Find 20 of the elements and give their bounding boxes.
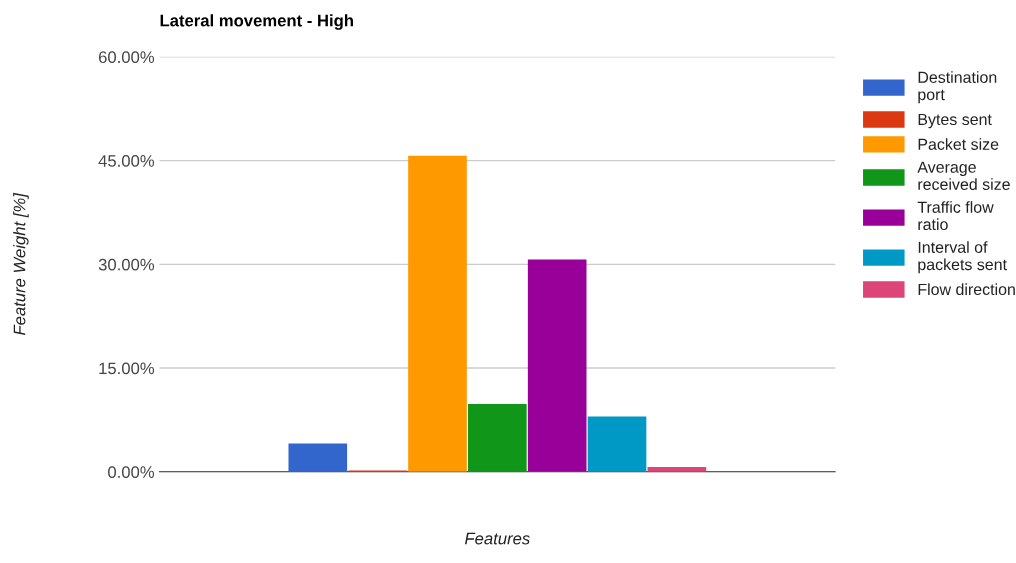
legend-label: Bytes sent [918,113,992,129]
y-tick-label: 0.00% [108,466,155,478]
y-tick-label: 15.00% [99,362,155,375]
y-axis-title: Feature Weight [%] [13,192,29,335]
y-tick-label: 60.00% [98,51,155,64]
bar [587,416,647,472]
bar [527,259,587,472]
y-tick-label: 30.00% [98,258,155,271]
legend-label: Destination port [918,71,997,104]
x-axis-title: Features [464,532,530,545]
bar [288,443,348,472]
legend-label: Flow direction [918,283,1015,296]
bar [468,404,527,472]
bar [408,155,467,472]
legend-label: Interval of packets sent [918,241,1007,274]
y-tick-label: 45.00% [98,155,155,167]
legend-label: Traffic flow ratio [917,201,994,231]
legend-label: Packet size [918,138,999,150]
chart-title: Lateral movement - High [160,14,353,30]
legend-label: Average received size [917,161,1010,191]
